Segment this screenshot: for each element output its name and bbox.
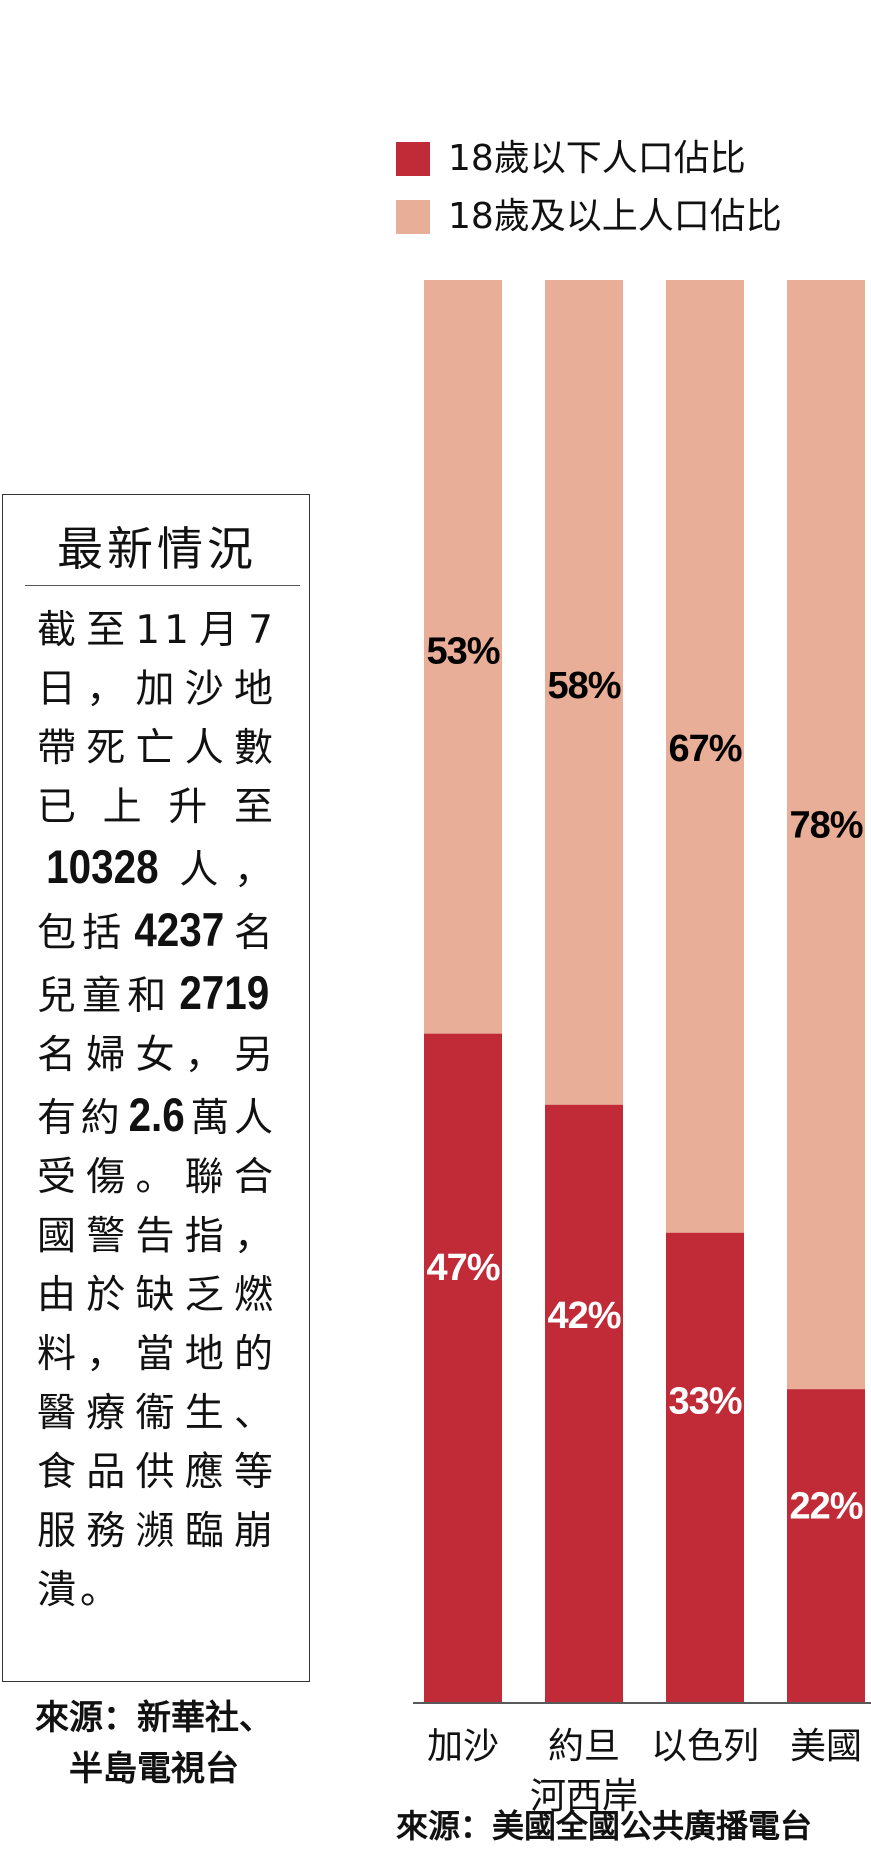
data-label-adult: 58% <box>547 665 620 707</box>
info-text-segment: 名婦女，另 <box>37 1033 277 1078</box>
data-label-adult: 67% <box>668 728 741 770</box>
info-text-segment: 料，當地的 <box>37 1332 277 1377</box>
data-label-under18: 47% <box>426 1247 499 1289</box>
legend-swatch-under18 <box>396 142 430 176</box>
info-line: 料，當地的 <box>37 1325 277 1384</box>
info-text-segment: 潰。 <box>37 1568 124 1613</box>
info-text-segment: 日，加沙地 <box>37 667 277 712</box>
info-line: 有約2.6 萬人 <box>37 1085 277 1148</box>
bar-segment-under18 <box>545 1104 623 1702</box>
legend-label-under18: 18歲以下人口佔比 <box>448 138 746 179</box>
legend-label-adult: 18歲及以上人口佔比 <box>448 196 782 237</box>
info-line: 醫療衞生、 <box>37 1384 277 1443</box>
bar-segment-adult <box>545 280 623 1105</box>
info-text-segment: 帶死亡人數 <box>37 726 277 771</box>
data-label-adult: 53% <box>426 630 499 672</box>
data-label-under18: 33% <box>668 1381 741 1423</box>
info-text-segment: 服務瀕臨崩 <box>37 1509 277 1554</box>
bar-segment-under18 <box>787 1389 865 1702</box>
info-highlight-number: 2.6 <box>128 1088 186 1141</box>
data-label-under18: 22% <box>789 1485 862 1527</box>
info-line: 國警告指， <box>37 1207 277 1266</box>
info-line: 由於缺乏燃 <box>37 1266 277 1325</box>
x-tick-label: 河西岸 <box>530 1776 638 1817</box>
info-text-segment: 已上升至 <box>37 785 277 830</box>
x-tick-label: 以色列 <box>651 1726 759 1767</box>
info-text-segment: 有約 <box>37 1096 125 1141</box>
info-highlight-number: 4237 <box>134 903 225 956</box>
info-line: 日，加沙地 <box>37 660 277 719</box>
info-line: 食品供應等 <box>37 1443 277 1502</box>
info-source-line-2: 半島電視台 <box>69 1749 239 1789</box>
info-text-segment: 萬人 <box>189 1096 277 1141</box>
chart-source: 來源：美國全國公共廣播電台 <box>396 1807 813 1845</box>
legend-swatch-adult <box>396 200 430 234</box>
info-text-segment: 截至11月7 <box>37 608 277 653</box>
info-line: 截至11月7 <box>37 601 277 660</box>
info-line: 10328 人， <box>37 837 277 900</box>
legend-item-under18: 18歲以下人口佔比 <box>396 130 782 188</box>
x-tick-label: 美國 <box>790 1726 862 1767</box>
legend-item-adult: 18歲及以上人口佔比 <box>396 188 782 246</box>
info-text-segment: 包括 <box>37 911 128 956</box>
info-line: 已上升至 <box>37 778 277 837</box>
bar-segment-adult <box>787 280 865 1390</box>
bar-segment-under18 <box>666 1232 744 1702</box>
bar-segment-adult <box>666 280 744 1233</box>
info-text-segment: 兒童和 <box>37 974 173 1019</box>
info-title: 最新情況 <box>57 522 257 576</box>
x-tick-label: 約旦 <box>548 1726 620 1767</box>
info-line: 帶死亡人數 <box>37 719 277 778</box>
info-line: 兒童和 2719 <box>37 963 277 1026</box>
info-text-segment: 食品供應等 <box>37 1450 277 1495</box>
info-text-segment: 人， <box>167 848 277 893</box>
info-line: 名婦女，另 <box>37 1026 277 1085</box>
info-source: 來源：新華社、 半島電視台 <box>0 1693 308 1795</box>
data-label-adult: 78% <box>789 805 862 847</box>
x-tick-label: 加沙 <box>427 1726 499 1767</box>
info-text-segment: 由於缺乏燃 <box>37 1273 277 1318</box>
info-line: 受傷。聯合 <box>37 1148 277 1207</box>
info-highlight-number: 2719 <box>179 966 270 1019</box>
info-line: 包括 4237 名 <box>37 900 277 963</box>
info-highlight-number: 10328 <box>46 840 159 893</box>
info-body-text: 截至11月7 日，加沙地 帶死亡人數 已上升至 10328 人， 包括 4237 名兒童和 271… <box>37 601 277 1620</box>
chart-legend: 18歲以下人口佔比 18歲及以上人口佔比 <box>396 130 782 246</box>
info-line: 潰。 <box>37 1561 277 1620</box>
info-text-segment: 國警告指， <box>37 1214 277 1259</box>
info-title-divider <box>25 585 300 586</box>
info-text-segment: 受傷。聯合 <box>37 1155 277 1200</box>
info-text-segment: 名 <box>231 911 277 956</box>
info-panel: 最新情況 截至11月7 日，加沙地 帶死亡人數 已上升至 10328 人， 包括 4237 名兒… <box>2 494 310 1682</box>
info-source-line-1: 來源：新華社、 <box>35 1698 273 1738</box>
info-text-segment: 醫療衞生、 <box>37 1391 277 1436</box>
bar-segment-adult <box>424 280 502 1034</box>
bar-segment-under18 <box>424 1033 502 1702</box>
data-label-under18: 42% <box>547 1295 620 1337</box>
info-line: 服務瀕臨崩 <box>37 1502 277 1561</box>
